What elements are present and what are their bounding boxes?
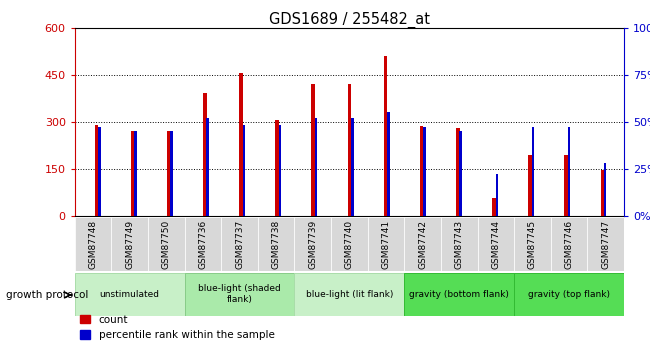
Bar: [588, 217, 624, 271]
Text: unstimulated: unstimulated: [99, 289, 160, 299]
Bar: [167, 131, 170, 216]
Bar: [203, 93, 207, 216]
Bar: [551, 217, 588, 271]
Bar: [311, 84, 315, 216]
Text: GSM87750: GSM87750: [162, 219, 171, 269]
Bar: [276, 120, 279, 216]
Text: GSM87738: GSM87738: [272, 219, 281, 269]
Bar: [185, 273, 294, 316]
Bar: [368, 217, 404, 271]
Title: GDS1689 / 255482_at: GDS1689 / 255482_at: [269, 11, 430, 28]
Bar: [420, 126, 423, 216]
Bar: [185, 217, 221, 271]
Text: GSM87743: GSM87743: [455, 219, 463, 269]
Text: growth protocol: growth protocol: [6, 290, 89, 300]
Bar: [221, 217, 258, 271]
Text: blue-light (shaded
flank): blue-light (shaded flank): [198, 284, 281, 304]
Bar: [279, 125, 281, 216]
Text: GSM87742: GSM87742: [418, 219, 427, 269]
Bar: [207, 118, 209, 216]
Bar: [148, 217, 185, 271]
Text: gravity (bottom flank): gravity (bottom flank): [410, 289, 509, 299]
Bar: [404, 273, 514, 316]
Bar: [604, 163, 606, 216]
Text: GSM87746: GSM87746: [565, 219, 573, 269]
Bar: [75, 217, 111, 271]
Legend: count, percentile rank within the sample: count, percentile rank within the sample: [80, 315, 274, 340]
Bar: [387, 112, 389, 216]
Bar: [601, 170, 604, 216]
Text: GSM87745: GSM87745: [528, 219, 537, 269]
Bar: [170, 131, 173, 216]
Bar: [478, 217, 514, 271]
Bar: [75, 273, 185, 316]
Bar: [568, 127, 570, 216]
Text: GSM87741: GSM87741: [382, 219, 391, 269]
Text: gravity (top flank): gravity (top flank): [528, 289, 610, 299]
Text: GSM87736: GSM87736: [198, 219, 207, 269]
Bar: [384, 56, 387, 216]
Bar: [441, 217, 478, 271]
Bar: [404, 217, 441, 271]
Bar: [532, 127, 534, 216]
Bar: [239, 73, 243, 216]
Bar: [456, 128, 460, 216]
Bar: [294, 217, 331, 271]
Text: GSM87740: GSM87740: [345, 219, 354, 269]
Bar: [331, 217, 368, 271]
Bar: [111, 217, 148, 271]
Bar: [460, 131, 462, 216]
Text: GSM87748: GSM87748: [88, 219, 98, 269]
Bar: [294, 273, 404, 316]
Bar: [495, 174, 498, 216]
Bar: [242, 125, 245, 216]
Bar: [348, 84, 351, 216]
Bar: [95, 125, 98, 216]
Text: GSM87737: GSM87737: [235, 219, 244, 269]
Text: blue-light (lit flank): blue-light (lit flank): [306, 289, 393, 299]
Bar: [514, 217, 551, 271]
Bar: [528, 155, 532, 216]
Text: GSM87749: GSM87749: [125, 219, 134, 269]
Bar: [514, 273, 624, 316]
Bar: [564, 155, 568, 216]
Text: GSM87747: GSM87747: [601, 219, 610, 269]
Bar: [98, 127, 101, 216]
Bar: [423, 127, 426, 216]
Bar: [315, 118, 317, 216]
Bar: [134, 131, 136, 216]
Bar: [258, 217, 294, 271]
Bar: [351, 118, 354, 216]
Bar: [492, 198, 496, 216]
Text: GSM87739: GSM87739: [308, 219, 317, 269]
Text: GSM87744: GSM87744: [491, 219, 500, 269]
Bar: [131, 131, 135, 216]
